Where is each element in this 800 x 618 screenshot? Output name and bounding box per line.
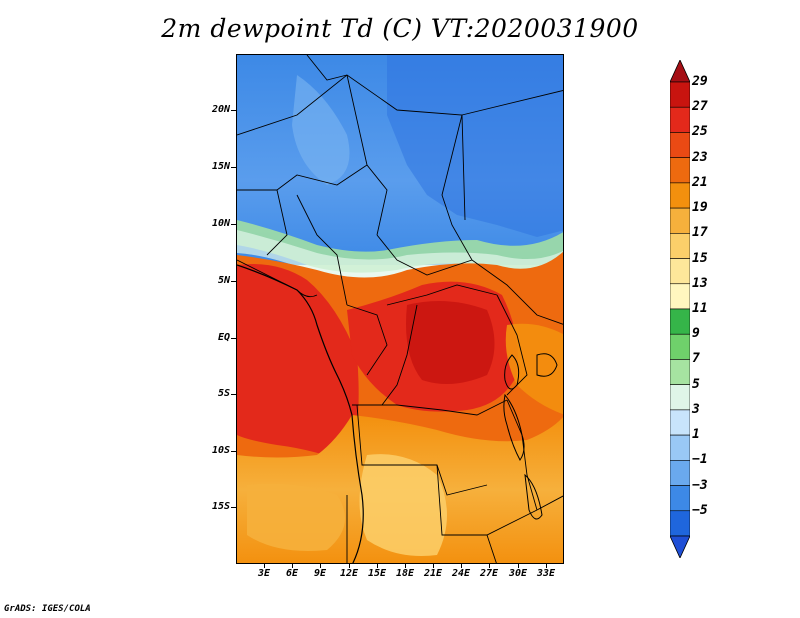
colorbar — [670, 60, 690, 558]
dewpoint-map — [236, 54, 564, 564]
colorbar-segment — [670, 409, 690, 436]
colorbar-segment — [670, 283, 690, 310]
south-light-patch — [359, 454, 447, 556]
colorbar-bottom-arrow — [670, 535, 690, 558]
colorbar-label: 1 — [692, 427, 700, 443]
colorbar-segment — [670, 157, 690, 184]
colorbar-label: 17 — [692, 225, 708, 241]
lat-tick-label: 20N — [211, 104, 230, 115]
colorbar-label: 23 — [692, 149, 708, 165]
colorbar-segment — [670, 132, 690, 158]
colorbar-segment — [670, 106, 690, 133]
lat-tick-label: 5N — [217, 275, 230, 286]
colorbar-label: 11 — [692, 301, 708, 316]
colorbar-segment — [670, 258, 690, 285]
lon-tick-label: 24E — [451, 568, 471, 579]
colorbar-label: 19 — [692, 200, 708, 216]
colorbar-segment — [670, 384, 690, 411]
dry-north-light-patch — [292, 75, 350, 185]
colorbar-label: −1 — [692, 452, 708, 468]
colorbar-segment — [670, 359, 690, 385]
colorbar-label: −5 — [692, 502, 708, 518]
lat-tick-label: 15S — [211, 501, 230, 512]
lat-tick-label: 5S — [217, 388, 230, 399]
lon-tick-label: 27E — [479, 568, 499, 579]
colorbar-segment — [670, 182, 690, 209]
humid-core-west — [237, 264, 359, 465]
lat-tick-label: 10N — [211, 218, 230, 229]
coastline — [237, 264, 364, 563]
colorbar-segment — [670, 485, 690, 512]
colorbar-top-arrow — [670, 60, 690, 83]
map-canvas — [237, 55, 563, 563]
lon-tick-label: 9E — [313, 568, 327, 579]
colorbar-segment — [670, 233, 690, 259]
lon-tick-label: 15E — [367, 568, 387, 579]
lon-tick-label: 3E — [257, 568, 271, 579]
lon-tick-label: 12E — [339, 568, 359, 579]
colorbar-label: 29 — [692, 74, 708, 89]
lon-tick-label: 33E — [536, 568, 556, 579]
colorbar-segment — [670, 510, 690, 537]
lat-tick-label: 10S — [211, 445, 230, 456]
lon-tick-label: 6E — [285, 568, 299, 579]
lat-tick-label: 15N — [211, 161, 230, 172]
great-lakes — [503, 353, 558, 520]
colorbar-label: −3 — [692, 477, 708, 493]
colorbar-segment — [670, 333, 690, 360]
colorbar-label: 3 — [692, 401, 700, 417]
colorbar-label: 27 — [692, 99, 708, 115]
colorbar-segment — [670, 81, 690, 108]
lon-tick-label: 18E — [395, 568, 415, 579]
colorbar-segment — [670, 207, 690, 234]
lon-tick-label: 21E — [423, 568, 443, 579]
colorbar-label: 15 — [692, 250, 708, 266]
dry-north-darker-east — [387, 55, 563, 237]
colorbar-label: 5 — [692, 376, 700, 392]
colorbar-segment — [670, 460, 690, 486]
colorbar-label: 13 — [692, 275, 708, 291]
lon-tick-label: 30E — [508, 568, 528, 579]
colorbar-segment — [670, 434, 690, 461]
colorbar-label: 7 — [692, 351, 700, 367]
humid-core-deep — [406, 301, 495, 384]
colorbar-label: 21 — [692, 174, 708, 190]
map-title: 2m dewpoint Td (C) VT:2020031900 — [161, 14, 639, 43]
footer-credit: GrADS: IGES/COLA — [4, 604, 91, 614]
colorbar-segment — [670, 308, 690, 335]
colorbar-label: 9 — [692, 326, 700, 342]
south-yellow-patch — [247, 483, 345, 551]
colorbar-label: 25 — [692, 124, 708, 140]
lat-tick-label: EQ — [217, 332, 230, 343]
